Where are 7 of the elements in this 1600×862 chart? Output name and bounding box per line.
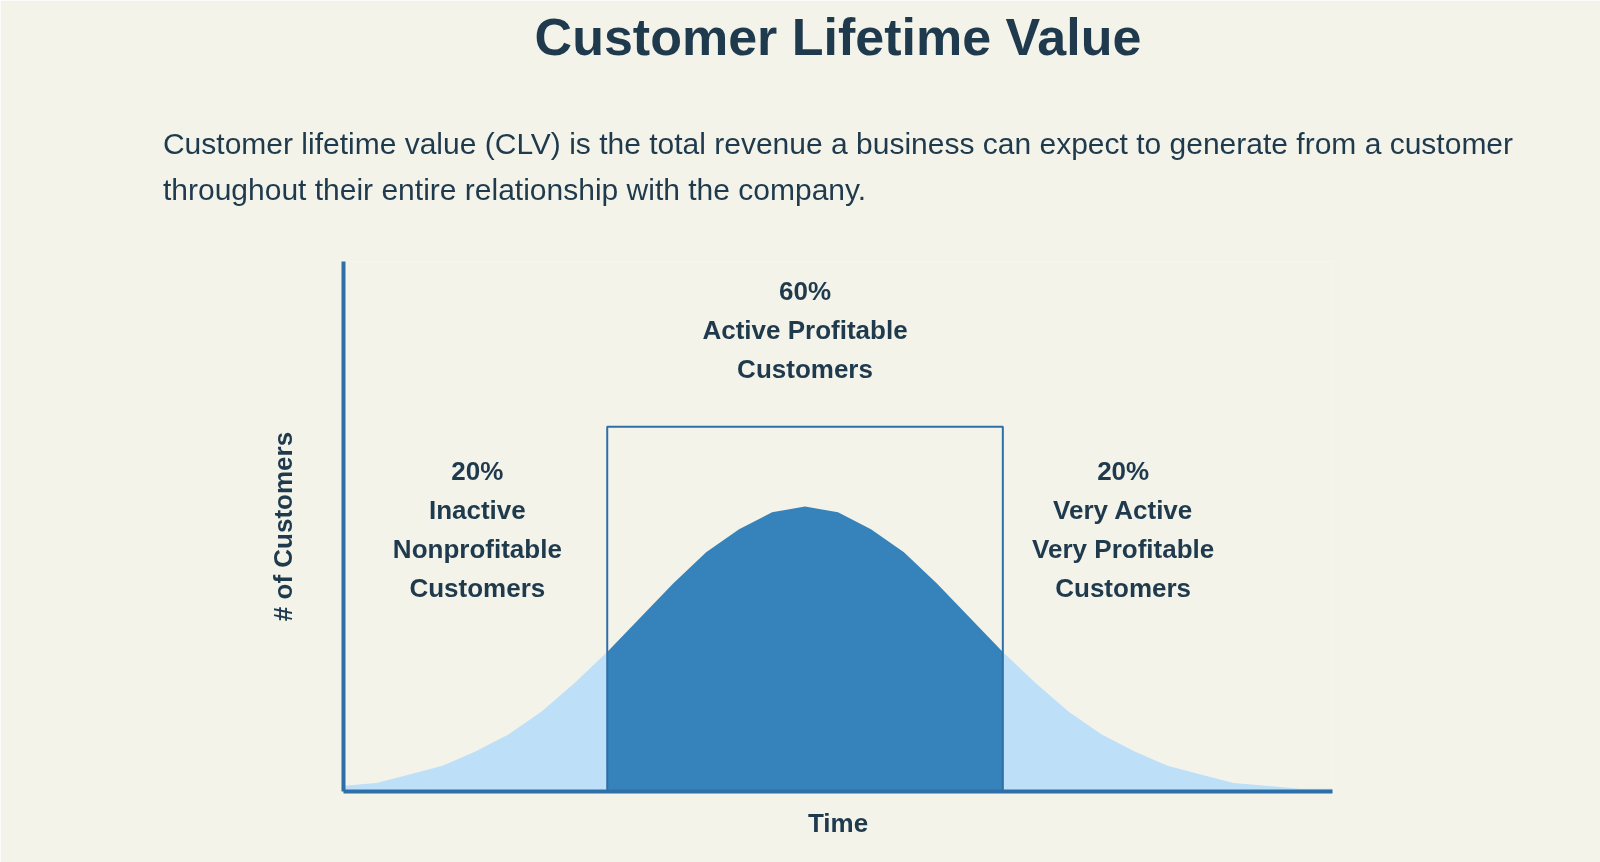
annotation: 20% Very Active Very Profitable Customers (1032, 455, 1215, 603)
chart-subtitle: Customer lifetime value (CLV) is the total revenue a business can expect to generate from a customer throughout their entire relationship with the company. (162, 127, 1514, 207)
text: 60% Active Profitable Customers (702, 275, 908, 384)
annotation: 20% Inactive Nonprofitable Customers (392, 455, 562, 603)
chart-title: Customer Lifetime Value (534, 7, 1142, 66)
x-axis-title: Time (807, 807, 869, 838)
y-axis-title: # of Customers (267, 431, 298, 622)
